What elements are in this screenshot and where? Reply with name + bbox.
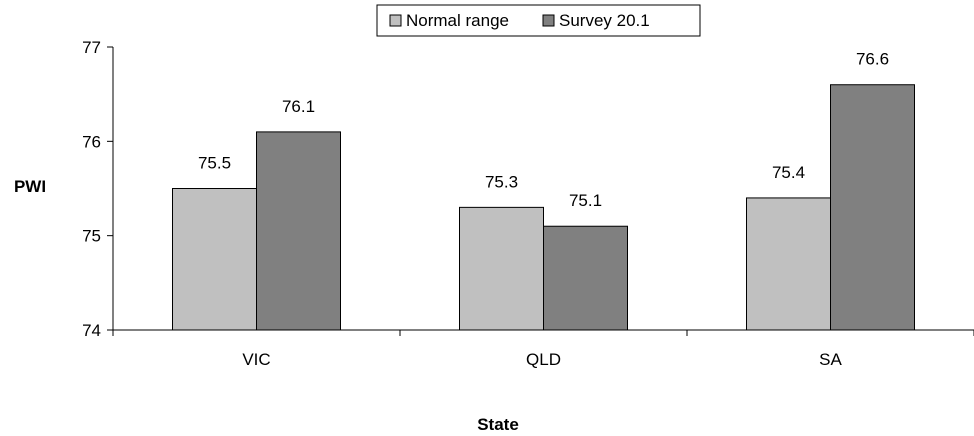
y-tick-label: 75: [82, 227, 101, 246]
data-label: 75.3: [485, 172, 518, 191]
data-label: 75.4: [772, 163, 805, 182]
legend-box: [376, 4, 701, 37]
bar-survey-20-1-vic: [256, 131, 341, 331]
plot-area: 74 75 76 77 75.5 76.1 VIC 75.3 75.1 QLD 75.4 76.6 SA: [82, 38, 974, 369]
y-tick-label: 76: [82, 132, 101, 151]
data-label: 76.1: [282, 97, 315, 116]
y-tick-label: 74: [82, 321, 101, 340]
bar-normal-range-sa: [746, 197, 831, 331]
bar-normal-range-qld: [459, 206, 544, 331]
bar-survey-20-1-qld: [543, 225, 628, 331]
data-label: 75.1: [569, 191, 602, 210]
x-tick-label: QLD: [526, 350, 561, 369]
data-label: 75.5: [198, 154, 231, 173]
y-tick-label: 77: [82, 38, 101, 57]
legend-swatch-normal-range: [389, 14, 402, 27]
y-axis-title: PWI: [14, 177, 46, 196]
bar-normal-range-vic: [172, 188, 257, 331]
legend: Normal range Survey 20.1: [376, 4, 701, 37]
x-tick-label: SA: [819, 350, 842, 369]
legend-label-survey-20-1: Survey 20.1: [559, 11, 650, 30]
legend-swatch-survey-20-1: [542, 14, 555, 27]
x-tick-label: VIC: [242, 350, 270, 369]
x-axis-title: State: [477, 415, 519, 434]
bar-survey-20-1-sa: [830, 84, 915, 331]
data-label: 76.6: [856, 50, 889, 69]
legend-label-normal-range: Normal range: [406, 11, 509, 30]
